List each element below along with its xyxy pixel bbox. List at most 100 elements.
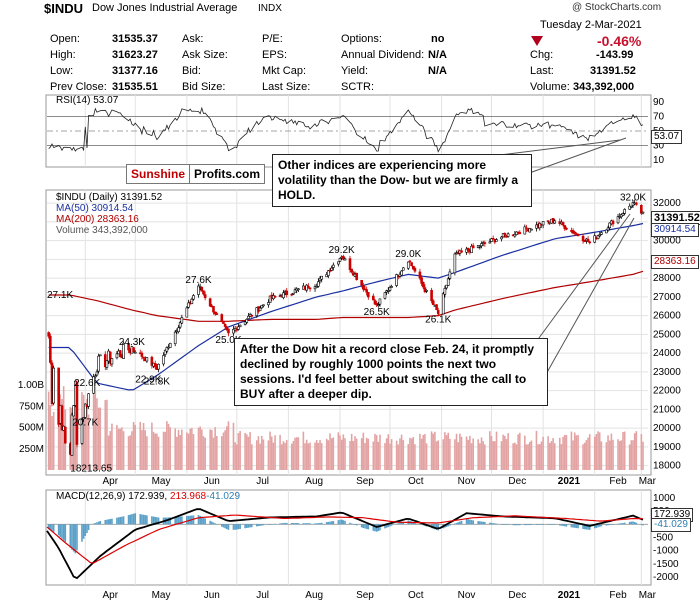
ask-size-label: Ask Size: <box>182 49 228 61</box>
macd-histogram-bar <box>575 524 578 529</box>
volume-bar <box>302 431 305 470</box>
volume-bar <box>425 443 428 470</box>
macd-histogram-bar <box>597 524 599 528</box>
macd-histogram-bar <box>122 516 125 525</box>
macd-histogram-bar <box>221 524 223 527</box>
candle-body <box>202 290 205 295</box>
candle-body <box>598 234 602 237</box>
volume-bar <box>620 440 623 470</box>
volume-bar <box>167 423 170 470</box>
exchange: INDX <box>258 3 282 14</box>
volume-bar <box>633 433 636 470</box>
macd-month-label: Mar <box>639 590 657 601</box>
volume-bar <box>585 440 588 470</box>
volume-bar <box>157 436 160 470</box>
candle-body <box>187 302 190 308</box>
macd-histogram-bar <box>632 521 634 525</box>
price-tick-label: 28000 <box>653 273 681 284</box>
candle-body <box>153 363 157 368</box>
volume-bar <box>587 437 589 470</box>
volume-bar <box>139 421 142 470</box>
macd-histogram-bar <box>51 524 53 532</box>
candle-body <box>57 367 60 425</box>
candle-body <box>157 363 160 370</box>
volume-bar <box>495 431 498 470</box>
price-month-label: Feb <box>609 476 627 487</box>
macd-histogram-bar <box>127 515 130 525</box>
volume-bar <box>397 444 400 470</box>
macd-month-label: Feb <box>609 590 627 601</box>
volume-bar <box>72 413 75 470</box>
volume-bar <box>237 433 240 470</box>
volume-bar <box>407 444 410 470</box>
volume-label: Volume: <box>530 81 570 93</box>
volume-bar <box>577 434 579 470</box>
macd-month-label: Dec <box>508 590 526 601</box>
candle-body <box>586 238 590 242</box>
candle-body <box>500 236 503 240</box>
volume-bar <box>354 436 356 470</box>
candle-body <box>92 376 95 394</box>
macd-histogram-bar <box>598 524 601 527</box>
candle-body <box>297 288 300 291</box>
macd-histogram-bar <box>610 524 613 525</box>
candle-body <box>470 245 473 254</box>
candle-body <box>420 277 423 284</box>
macd-month-label: Jul <box>256 590 269 601</box>
macd-histogram-bar <box>52 524 55 533</box>
candle-body <box>327 270 330 276</box>
candle-body <box>98 354 102 357</box>
volume-bar <box>597 431 599 470</box>
volume-bar <box>191 428 193 470</box>
macd-histogram-bar <box>284 522 286 525</box>
volume-bar <box>69 407 72 470</box>
candle-body <box>49 335 52 363</box>
price-tick-label: 26000 <box>653 311 681 322</box>
rsi-tick-label: 10 <box>653 155 665 166</box>
volume-bar <box>282 441 285 470</box>
macd-histogram-bar <box>212 522 215 525</box>
volume-bar <box>457 442 460 470</box>
macd-histogram-bar <box>71 524 73 550</box>
volume-bar <box>134 424 137 470</box>
volume-bar <box>588 434 591 470</box>
ma200-line <box>48 270 644 322</box>
candle-body <box>150 356 154 366</box>
macd-histogram-bar <box>489 522 491 525</box>
macd-histogram-bar <box>92 523 95 525</box>
candle-body <box>52 367 55 404</box>
candle-body <box>118 350 122 358</box>
price-tick-label: 24000 <box>653 348 681 359</box>
candle-body <box>365 289 368 293</box>
macd-histogram-bar <box>482 521 484 525</box>
candle-body <box>408 260 412 263</box>
candle-body <box>145 357 149 362</box>
macd-histogram-bar <box>538 524 541 525</box>
volume-bar <box>610 433 613 470</box>
price-tick-label: 23000 <box>653 367 681 378</box>
candle-body <box>213 311 217 315</box>
last-label: Last: <box>530 65 554 77</box>
macd-histogram-bar <box>329 521 331 525</box>
macd-histogram-bar <box>512 524 514 526</box>
volume-bar <box>214 427 216 470</box>
macd-histogram-bar <box>144 515 147 525</box>
candle-body <box>640 204 643 214</box>
volume-bar <box>245 434 248 470</box>
callout-hold: Other indices are experiencing more vola… <box>272 154 532 207</box>
macd-month-label: Apr <box>102 590 118 601</box>
price-annotation: 26.1K <box>425 314 451 325</box>
price-month-label: Oct <box>408 476 424 487</box>
volume-bar <box>479 443 481 470</box>
macd-histogram-bar <box>237 524 240 530</box>
macd-histogram-bar <box>314 523 316 525</box>
candle-body <box>410 262 413 267</box>
volume-bar <box>226 426 228 470</box>
volume-bar <box>166 421 168 470</box>
price-month-label: 2021 <box>558 476 581 487</box>
macd-histogram-bar <box>131 514 133 525</box>
volume-bar <box>61 398 63 470</box>
ma50-line <box>48 222 644 391</box>
macd-histogram-bar <box>132 513 135 525</box>
